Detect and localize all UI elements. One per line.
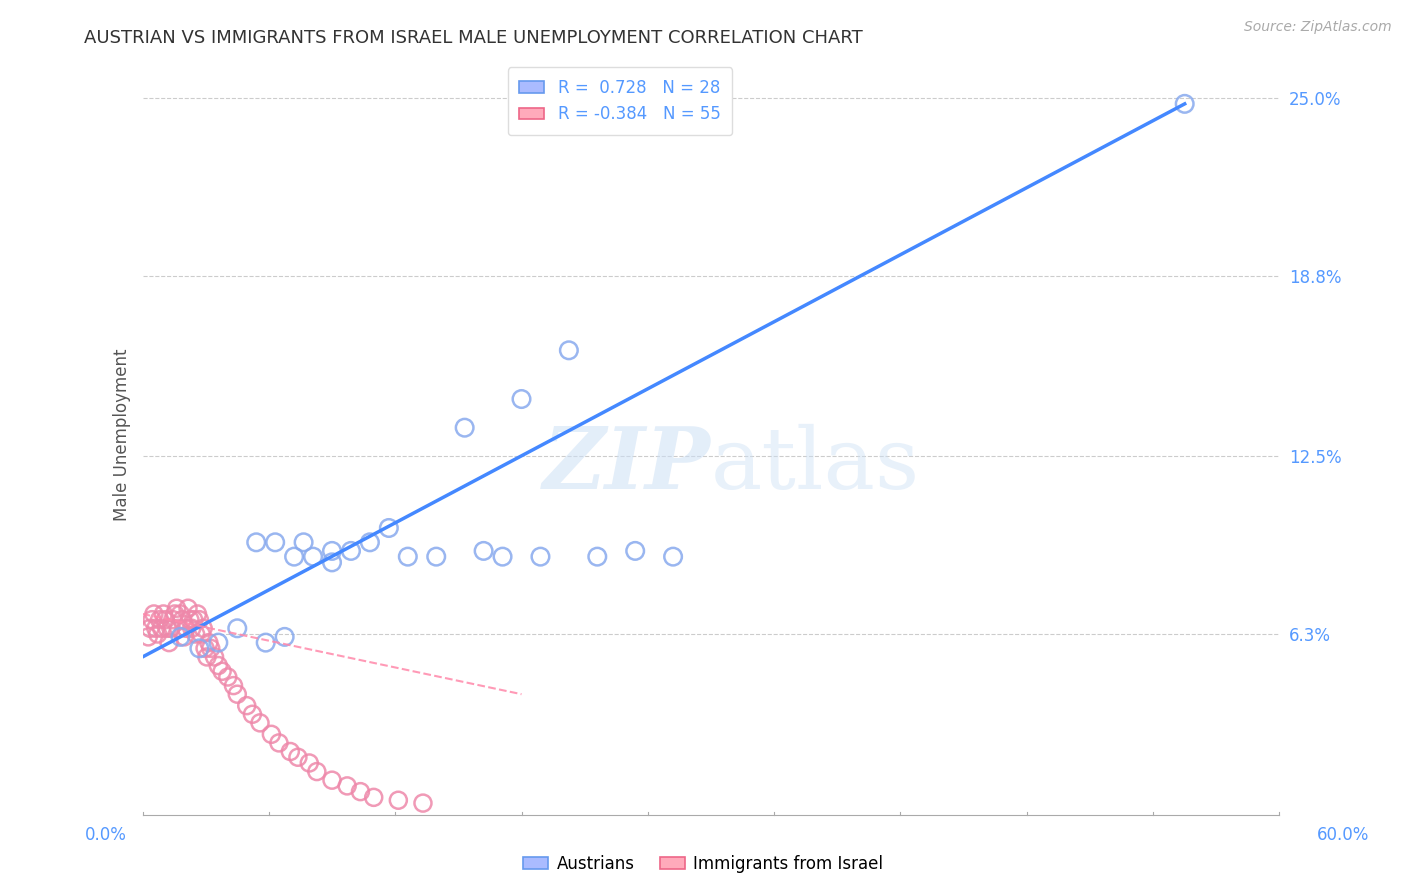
Point — [292, 535, 315, 549]
Point — [273, 630, 295, 644]
Point — [169, 630, 191, 644]
Point — [260, 727, 283, 741]
Point — [412, 796, 434, 810]
Point — [160, 621, 183, 635]
Point — [183, 613, 205, 627]
Point — [184, 627, 207, 641]
Point — [226, 687, 249, 701]
Text: AUSTRIAN VS IMMIGRANTS FROM ISRAEL MALE UNEMPLOYMENT CORRELATION CHART: AUSTRIAN VS IMMIGRANTS FROM ISRAEL MALE … — [84, 29, 863, 46]
Point — [169, 607, 191, 621]
Point — [186, 607, 208, 621]
Point — [166, 601, 188, 615]
Point — [662, 549, 685, 564]
Point — [136, 630, 159, 644]
Text: ZIP: ZIP — [543, 424, 711, 507]
Point — [145, 621, 167, 635]
Point — [586, 549, 609, 564]
Point — [167, 621, 190, 635]
Point — [141, 613, 163, 627]
Point — [287, 750, 309, 764]
Point — [264, 535, 287, 549]
Point — [242, 707, 264, 722]
Point — [156, 621, 179, 635]
Point — [142, 607, 165, 621]
Point — [157, 635, 180, 649]
Point — [188, 613, 211, 627]
Point — [453, 420, 475, 434]
Point — [472, 544, 495, 558]
Point — [305, 764, 328, 779]
Legend: Austrians, Immigrants from Israel: Austrians, Immigrants from Israel — [516, 848, 890, 880]
Point — [226, 621, 249, 635]
Point — [245, 535, 267, 549]
Point — [198, 635, 221, 649]
Point — [188, 641, 211, 656]
Point — [207, 658, 229, 673]
Point — [204, 649, 226, 664]
Point — [195, 649, 218, 664]
Point — [235, 698, 257, 713]
Text: 0.0%: 0.0% — [84, 826, 127, 844]
Point — [378, 521, 401, 535]
Point — [149, 613, 172, 627]
Point — [321, 773, 343, 788]
Point — [340, 544, 363, 558]
Point — [207, 635, 229, 649]
Point — [321, 544, 343, 558]
Point — [396, 549, 419, 564]
Point — [146, 627, 169, 641]
Point — [349, 784, 371, 798]
Point — [624, 544, 647, 558]
Point — [249, 715, 271, 730]
Point — [162, 613, 184, 627]
Point — [278, 745, 301, 759]
Point — [510, 392, 533, 406]
Point — [222, 679, 245, 693]
Point — [172, 613, 194, 627]
Point — [152, 607, 174, 621]
Text: atlas: atlas — [711, 424, 920, 507]
Point — [267, 736, 290, 750]
Point — [302, 549, 325, 564]
Text: Source: ZipAtlas.com: Source: ZipAtlas.com — [1244, 20, 1392, 34]
Point — [173, 630, 195, 644]
Point — [155, 613, 177, 627]
Point — [254, 635, 277, 649]
Point — [177, 601, 200, 615]
Point — [150, 621, 173, 635]
Point — [359, 535, 381, 549]
Point — [491, 549, 513, 564]
Point — [298, 756, 321, 770]
Point — [191, 621, 214, 635]
Point — [139, 621, 162, 635]
Point — [194, 641, 217, 656]
Point — [163, 607, 186, 621]
Point — [529, 549, 551, 564]
Point — [283, 549, 305, 564]
Point — [336, 779, 359, 793]
Text: 60.0%: 60.0% — [1316, 826, 1369, 844]
Point — [558, 343, 581, 358]
Point — [217, 670, 239, 684]
Point — [425, 549, 447, 564]
Y-axis label: Male Unemployment: Male Unemployment — [114, 349, 131, 521]
Legend: R =  0.728   N = 28, R = -0.384   N = 55: R = 0.728 N = 28, R = -0.384 N = 55 — [508, 67, 733, 135]
Point — [211, 665, 233, 679]
Point — [321, 555, 343, 569]
Point — [180, 621, 202, 635]
Point — [363, 790, 385, 805]
Point — [200, 641, 222, 656]
Point — [190, 627, 212, 641]
Point — [174, 621, 197, 635]
Point — [1174, 96, 1197, 111]
Point — [179, 613, 201, 627]
Point — [387, 793, 409, 807]
